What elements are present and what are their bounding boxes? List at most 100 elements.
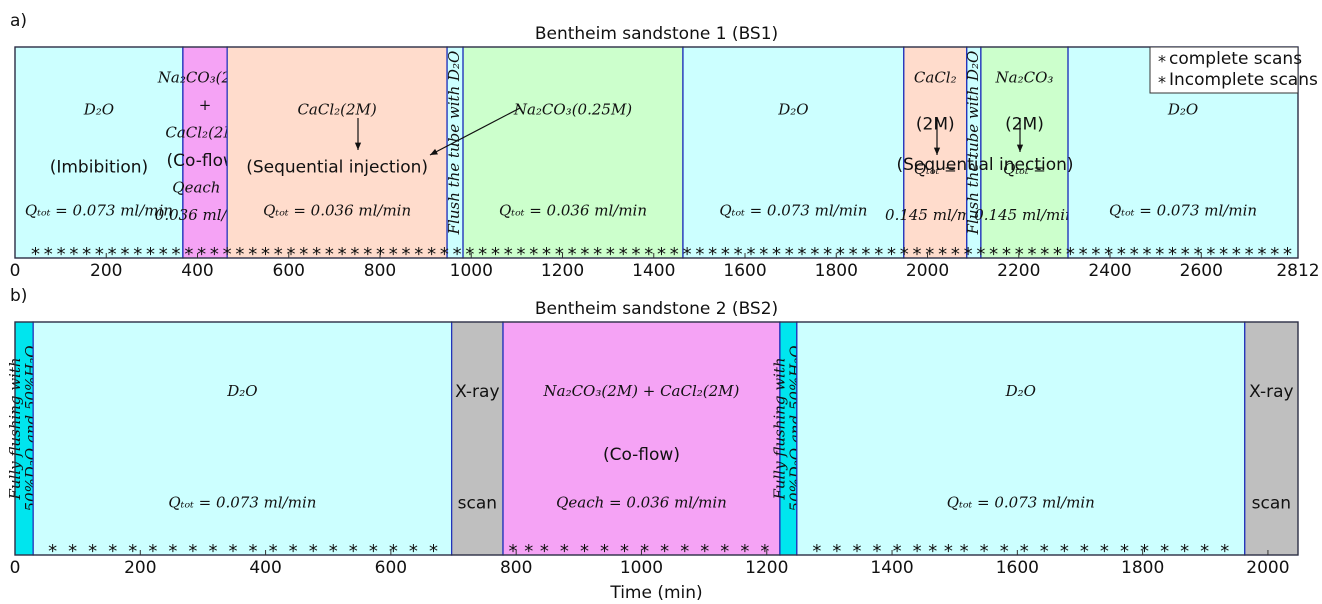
span-label: Qₜₒₜ = 0.073 ml/min <box>168 494 316 512</box>
span-label: Qₜₒₜ = 0.073 ml/min <box>719 202 867 220</box>
scan-marker: * <box>409 541 418 562</box>
x-tick-label: 1800 <box>815 261 858 281</box>
scan-marker: * <box>133 244 142 265</box>
scan-marker: * <box>798 244 807 265</box>
span <box>796 321 1246 556</box>
scan-marker: * <box>976 244 985 265</box>
span-label: CaCl₂ <box>914 69 957 87</box>
annotation: (Sequential inection) <box>896 155 1073 175</box>
scan-marker: * <box>1091 244 1100 265</box>
span <box>450 321 504 556</box>
x-tick-label: 1800 <box>1121 558 1164 578</box>
scan-marker: * <box>887 244 896 265</box>
scan-marker: * <box>1257 244 1266 265</box>
scan-marker: * <box>812 541 821 562</box>
scan-marker: * <box>1002 244 1011 265</box>
scan-marker: * <box>1142 244 1151 265</box>
legend-marker: * <box>1158 52 1166 71</box>
span-label: (2M) <box>1005 114 1044 134</box>
scan-marker: * <box>128 541 137 562</box>
scan-marker: * <box>606 244 615 265</box>
span-label: + <box>199 96 212 114</box>
scan-marker: * <box>88 541 97 562</box>
scan-marker: * <box>759 244 768 265</box>
x-tick-label: 600 <box>375 558 407 578</box>
scan-marker: * <box>593 244 602 265</box>
span-label: 0.145 ml/min <box>885 206 985 224</box>
scan-marker: * <box>188 541 197 562</box>
scan-marker: * <box>852 541 861 562</box>
scan-marker: * <box>223 244 232 265</box>
span-label: Qeach = <box>172 178 238 196</box>
scan-marker: * <box>1160 541 1169 562</box>
scan-marker: * <box>349 541 358 562</box>
span <box>226 46 448 259</box>
scan-marker: * <box>1219 244 1228 265</box>
scan-marker: * <box>329 541 338 562</box>
scan-marker: * <box>874 244 883 265</box>
legend-marker: * <box>1158 73 1166 92</box>
span-label: X-ray <box>1249 382 1293 402</box>
x-tick-label: 400 <box>249 558 281 578</box>
scan-marker: * <box>760 541 769 562</box>
scan-marker: * <box>683 244 692 265</box>
scan-marker: * <box>1120 541 1129 562</box>
scan-marker: * <box>900 244 909 265</box>
scan-marker: * <box>1066 244 1075 265</box>
span-label: Na₂CO₃ <box>995 69 1054 87</box>
span-label: (Imbibition) <box>50 157 148 177</box>
span-label: Qₜₒₜ = 0.073 ml/min <box>947 494 1095 512</box>
scan-marker: * <box>980 541 989 562</box>
span <box>682 46 905 259</box>
span-label: (Sequential injection) <box>246 157 428 177</box>
span <box>903 46 968 259</box>
scan-marker: * <box>389 541 398 562</box>
scan-marker: * <box>148 541 157 562</box>
scan-marker: * <box>1181 244 1190 265</box>
span-label: (2M) <box>916 114 955 134</box>
scan-marker: * <box>208 541 217 562</box>
span-label: CaCl₂(2M) <box>297 100 376 118</box>
span-label: D₂O <box>1167 100 1198 118</box>
scan-marker: * <box>620 541 629 562</box>
scan-marker: * <box>1020 541 1029 562</box>
x-axis-label: Time (min) <box>609 583 702 603</box>
scan-marker: * <box>810 244 819 265</box>
scan-marker: * <box>619 244 628 265</box>
scan-marker: * <box>721 244 730 265</box>
scan-marker: * <box>57 244 66 265</box>
scan-marker: * <box>580 541 589 562</box>
scan-marker: * <box>427 244 436 265</box>
scan-marker: * <box>338 244 347 265</box>
scan-marker: * <box>873 541 882 562</box>
x-tick-label: 2000 <box>1246 558 1289 578</box>
scan-marker: * <box>369 541 378 562</box>
x-tick-label: 0 <box>10 261 21 281</box>
scan-marker: * <box>478 244 487 265</box>
x-tick-label: 800 <box>500 558 532 578</box>
scan-marker: * <box>516 244 525 265</box>
x-tick-label: 1400 <box>870 558 913 578</box>
scan-marker: * <box>491 244 500 265</box>
scan-marker: * <box>1130 244 1139 265</box>
chart-title: Bentheim sandstone 1 (BS1) <box>535 24 778 44</box>
scan-marker: * <box>440 244 449 265</box>
x-tick-label: 1200 <box>541 261 584 281</box>
scan-marker: * <box>95 244 104 265</box>
span <box>502 321 781 556</box>
scan-marker: * <box>168 541 177 562</box>
scan-marker: * <box>82 244 91 265</box>
scan-marker: * <box>249 541 258 562</box>
scan-marker: * <box>210 244 219 265</box>
scan-marker: * <box>989 244 998 265</box>
scan-marker: * <box>568 244 577 265</box>
scan-marker: * <box>928 541 937 562</box>
span-label: CaCl₂(2M) <box>165 124 244 142</box>
span <box>462 46 684 259</box>
scan-marker: * <box>269 541 278 562</box>
scan-marker: * <box>740 541 749 562</box>
scan-marker: * <box>159 244 168 265</box>
span-label: scan <box>1252 494 1291 514</box>
scan-marker: * <box>964 244 973 265</box>
scan-marker: * <box>1080 541 1089 562</box>
